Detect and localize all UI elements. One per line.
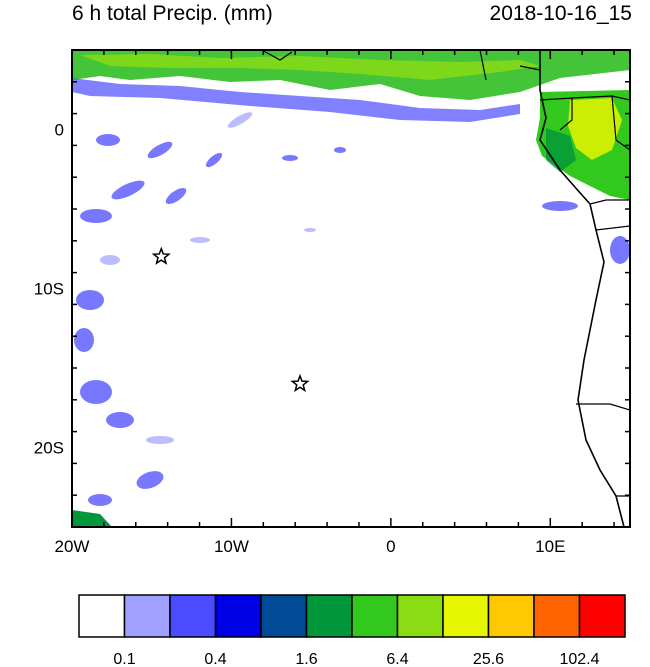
y-tick-label: 0 bbox=[55, 121, 64, 140]
country-borders bbox=[261, 50, 630, 497]
colorbar-label: 1.6 bbox=[295, 651, 317, 667]
map-timestamp: 2018-10-16_15 bbox=[489, 2, 632, 25]
colorbar-swatch bbox=[487, 594, 535, 638]
star-markers bbox=[151, 246, 310, 393]
x-tick-label: 20W bbox=[55, 537, 90, 556]
colorbar-swatch bbox=[351, 594, 399, 638]
x-tick-label: 10W bbox=[214, 537, 249, 556]
colorbar-label: 25.6 bbox=[473, 651, 504, 667]
colorbar-swatch bbox=[442, 594, 490, 638]
coastline bbox=[539, 50, 625, 527]
precip-field bbox=[72, 50, 630, 527]
y-tick-label: 10S bbox=[34, 280, 64, 299]
colorbar-swatch bbox=[78, 594, 126, 638]
colorbar-swatch bbox=[214, 594, 262, 638]
precip-sw-corner bbox=[72, 510, 112, 527]
colorbar-label: 6.4 bbox=[386, 651, 408, 667]
colorbar-swatch bbox=[305, 594, 353, 638]
y-tick-label: 20S bbox=[34, 439, 64, 458]
colorbar-swatch bbox=[123, 594, 171, 638]
colorbar-label: 102.4 bbox=[559, 651, 599, 667]
colorbar-label: 0.4 bbox=[204, 651, 226, 667]
colorbar-swatch bbox=[533, 594, 581, 638]
precip-scattered-showers bbox=[74, 134, 630, 506]
plot-frame bbox=[71, 49, 631, 528]
colorbar-swatch bbox=[169, 594, 217, 638]
star-marker bbox=[290, 373, 310, 393]
colorbar-swatch bbox=[396, 594, 444, 638]
colorbar: 0.1 0.4 1.6 6.4 25.6 102.4 bbox=[78, 594, 626, 667]
x-tick-label: 10E bbox=[535, 537, 565, 556]
map-title: 6 h total Precip. (mm) bbox=[72, 2, 273, 25]
precip-land-yellow bbox=[568, 98, 622, 160]
colorbar-swatch bbox=[260, 594, 308, 638]
precip-light-showers bbox=[100, 112, 316, 444]
precip-itcz-light bbox=[80, 54, 540, 80]
colorbar-label: 0.1 bbox=[113, 651, 135, 667]
x-tick-label: 0 bbox=[386, 537, 395, 556]
colorbar-swatch bbox=[578, 594, 626, 638]
precip-itcz-blue bbox=[72, 78, 520, 122]
map-plot-area bbox=[71, 49, 631, 528]
star-marker bbox=[151, 246, 171, 265]
axis-ticks: 20W 10W 0 10E 0 10S 20S bbox=[34, 49, 630, 556]
ocean-background bbox=[72, 50, 630, 527]
